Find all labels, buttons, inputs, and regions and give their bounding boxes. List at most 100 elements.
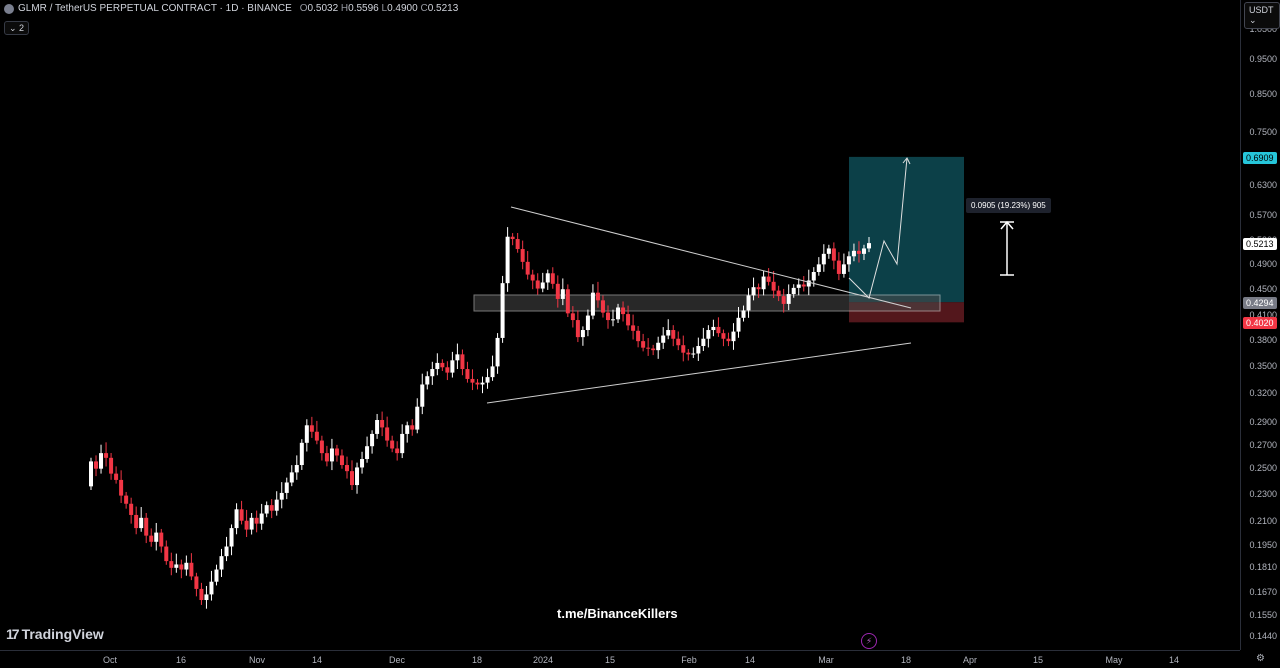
time-tick: 15 <box>1032 655 1044 665</box>
candle-body <box>184 562 189 570</box>
candle-body <box>385 427 390 441</box>
candle-body <box>329 448 334 462</box>
time-axis[interactable]: Oct 16 Nov 14 Dec 18 2024 15 Feb 14 Mar 18 Apr 15 May 1… <box>0 650 1240 668</box>
candle-body <box>114 473 119 480</box>
candle-body <box>249 517 254 530</box>
price-tick: 0.2900 <box>1249 417 1277 427</box>
candle-body <box>139 517 144 529</box>
candle-body <box>510 236 515 240</box>
currency-select[interactable]: USDT ⌄ <box>1244 2 1280 29</box>
candle-body <box>761 276 766 290</box>
stop-price-label: 0.4020 <box>1243 317 1277 329</box>
price-tick: 0.4100 <box>1249 310 1277 320</box>
candle-body <box>475 382 480 385</box>
candle-body <box>244 520 249 530</box>
candle-body <box>621 307 626 315</box>
glmr-logo-icon <box>4 3 14 14</box>
candle-body <box>766 276 771 282</box>
candle-body <box>294 465 299 473</box>
candle-body <box>279 492 284 500</box>
candle-body <box>119 479 124 496</box>
tradingview-logo-icon: 17 <box>6 626 20 642</box>
candle-body <box>856 250 861 254</box>
ohlc-values: O0.5032 H0.5596 L0.4900 C0.5213 <box>300 3 459 14</box>
candle-body <box>786 294 791 304</box>
symbol-title[interactable]: GLMR / TetherUS PERPETUAL CONTRACT · 1D … <box>18 3 292 14</box>
time-tick: Oct <box>102 655 118 665</box>
close-value: 0.5213 <box>427 3 459 14</box>
time-tick: 14 <box>1168 655 1180 665</box>
candle-body <box>425 376 430 385</box>
candle-body <box>686 352 691 355</box>
low-label: L <box>381 3 388 14</box>
gear-icon[interactable]: ⚙ <box>1256 653 1265 664</box>
price-tick: 0.2700 <box>1249 440 1277 450</box>
candle-body <box>360 459 365 468</box>
candle-body <box>219 556 224 570</box>
time-tick: Nov <box>248 655 266 665</box>
candle-body <box>806 280 811 287</box>
price-tick: 0.1810 <box>1249 562 1277 572</box>
candle-body <box>505 236 510 284</box>
candle-body <box>134 514 139 529</box>
candle-body <box>99 453 104 469</box>
candle-body <box>681 345 686 353</box>
candle-body <box>746 295 751 311</box>
candle-body <box>550 273 555 284</box>
candle-body <box>671 330 676 339</box>
candle-body <box>776 290 781 297</box>
candle-body <box>846 256 851 265</box>
candle-body <box>370 433 375 447</box>
candle-body <box>274 499 279 511</box>
candle-body <box>430 369 435 377</box>
candle-body <box>154 532 159 542</box>
time-tick: 18 <box>471 655 483 665</box>
candle-body <box>666 330 671 336</box>
candle-body <box>194 576 199 589</box>
candle-body <box>470 378 475 383</box>
candlestick-chart[interactable] <box>0 0 1240 650</box>
measure-arrowhead <box>1000 220 1014 230</box>
candle-body <box>656 342 661 351</box>
candle-body <box>560 289 565 299</box>
candle-body <box>129 503 134 515</box>
high-value: 0.5596 <box>348 3 379 14</box>
candle-body <box>104 453 109 458</box>
chart-area[interactable] <box>0 0 1240 650</box>
candle-body <box>500 283 505 338</box>
candle-body <box>299 442 304 466</box>
candle-body <box>415 406 420 430</box>
price-tick: 0.2300 <box>1249 489 1277 499</box>
price-tick: 0.7500 <box>1249 127 1277 137</box>
candle-body <box>224 546 229 557</box>
candle-body <box>641 341 646 348</box>
price-tick: 0.1550 <box>1249 610 1277 620</box>
open-label: O <box>299 3 308 14</box>
candle-body <box>480 382 485 385</box>
candle-body <box>410 425 415 430</box>
candle-body <box>796 284 801 288</box>
indicators-collapse-button[interactable]: ⌄ 2 <box>4 21 30 35</box>
open-value: 0.5032 <box>307 3 339 14</box>
lightning-icon[interactable]: ⚡ <box>861 633 877 649</box>
entry-price-label: 0.4294 <box>1243 297 1277 309</box>
candle-body <box>540 282 545 289</box>
candle-body <box>580 330 585 338</box>
candle-body <box>751 287 756 296</box>
tradingview-logo[interactable]: 17 TradingView <box>6 626 104 642</box>
candle-body <box>435 362 440 370</box>
candle-body <box>420 384 425 407</box>
candle-body <box>575 320 580 338</box>
candle-body <box>174 564 179 568</box>
candle-body <box>646 347 651 349</box>
price-tick: 0.1440 <box>1249 631 1277 641</box>
price-tick: 0.4900 <box>1249 259 1277 269</box>
candle-body <box>485 377 490 383</box>
candle-body <box>515 239 520 250</box>
candle-body <box>289 472 294 483</box>
candle-body <box>590 292 595 316</box>
tradingview-logo-text: TradingView <box>21 626 104 642</box>
candle-body <box>520 249 525 262</box>
candle-body <box>565 289 570 314</box>
candle-body <box>179 564 184 570</box>
